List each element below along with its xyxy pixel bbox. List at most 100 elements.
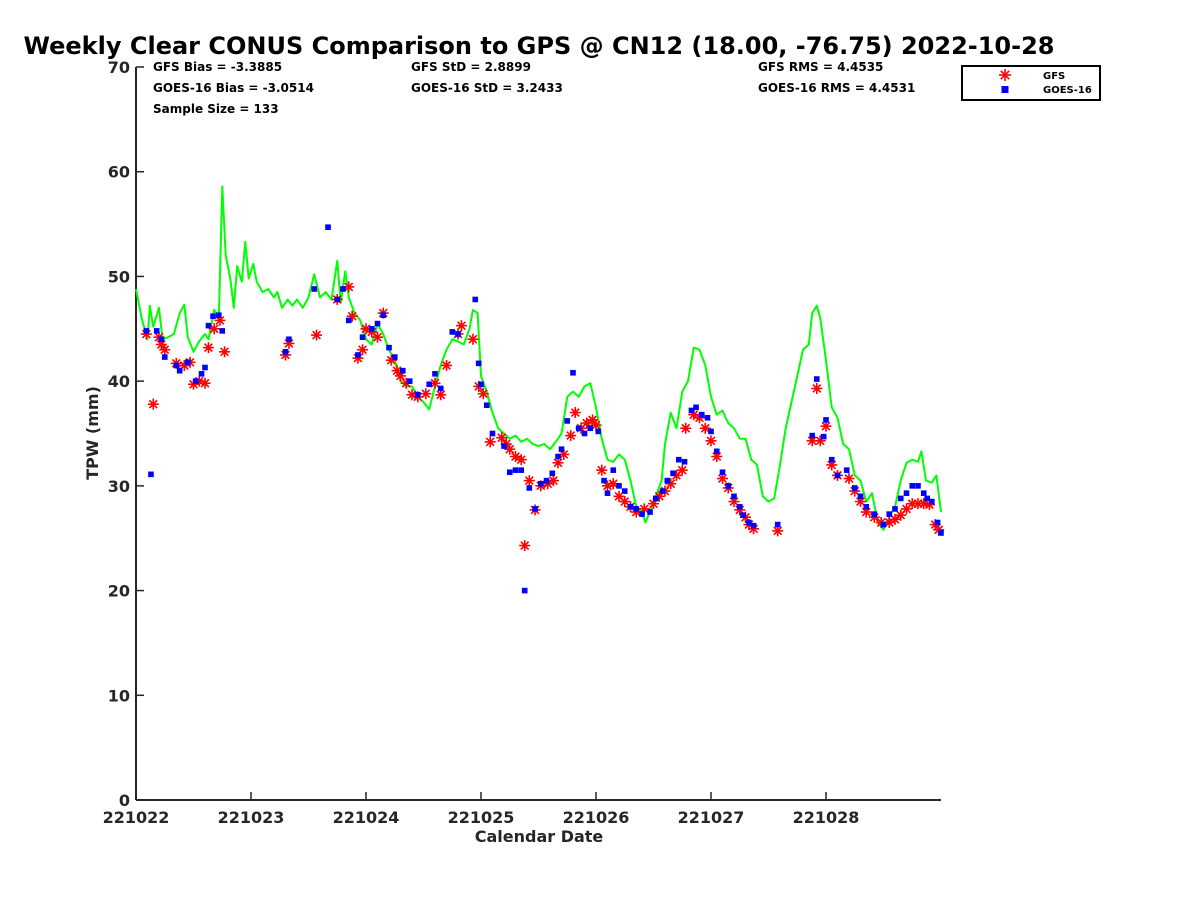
goes-point bbox=[202, 364, 208, 371]
gfs-point bbox=[484, 436, 496, 448]
legend-gfs-label: GFS bbox=[1043, 71, 1065, 82]
goes-point bbox=[455, 331, 461, 337]
x-tick-label: 221028 bbox=[793, 808, 860, 827]
stat-text: Sample Size = 133 bbox=[153, 102, 279, 116]
stat-text: GOES-16 RMS = 4.4531 bbox=[758, 81, 915, 95]
gfs-point bbox=[619, 496, 631, 508]
gfs-point bbox=[515, 454, 527, 466]
gps-line-series bbox=[135, 185, 942, 531]
y-tick-label: 0 bbox=[119, 791, 130, 810]
goes-point bbox=[374, 320, 381, 327]
goes-point bbox=[475, 360, 482, 367]
goes-point bbox=[699, 411, 705, 418]
goes-point bbox=[176, 367, 183, 374]
gfs-point bbox=[199, 377, 211, 389]
goes-point bbox=[924, 495, 930, 502]
gfs-point bbox=[676, 464, 688, 476]
gfs-point bbox=[811, 382, 823, 394]
goes-point bbox=[693, 404, 699, 411]
gfs-point bbox=[565, 430, 577, 442]
legend-goes-label: GOES-16 bbox=[1043, 85, 1092, 96]
gfs-point bbox=[406, 389, 418, 401]
x-tick-label: 221025 bbox=[448, 808, 515, 827]
goes-point bbox=[161, 354, 168, 360]
y-tick-label: 10 bbox=[108, 686, 130, 705]
gfs-point bbox=[467, 333, 479, 345]
goes-point bbox=[406, 378, 413, 384]
goes-point bbox=[532, 506, 538, 512]
goes-point bbox=[633, 506, 640, 512]
goes-point bbox=[934, 519, 941, 526]
goes-point bbox=[345, 317, 352, 324]
gfs-point bbox=[519, 540, 531, 552]
gfs-point bbox=[372, 331, 383, 343]
stat-text: GFS StD = 2.8899 bbox=[411, 60, 531, 74]
goes-point bbox=[938, 530, 944, 536]
goes-point bbox=[809, 432, 815, 439]
goes-point bbox=[659, 488, 666, 494]
x-axis-label: Calendar Date bbox=[475, 827, 604, 846]
gfs-point bbox=[477, 388, 489, 400]
goes-point bbox=[664, 477, 671, 484]
goes-point bbox=[483, 402, 490, 409]
gfs-point bbox=[523, 475, 535, 487]
stat-text: GOES-16 Bias = -3.0514 bbox=[153, 81, 314, 95]
gfs-point bbox=[680, 422, 692, 434]
gfs-point bbox=[504, 443, 516, 455]
gfs-point bbox=[699, 422, 711, 434]
stats-panel: GFS Bias = -3.3885 GFS StD = 2.8899 GFS RM… bbox=[153, 60, 915, 116]
goes-point bbox=[834, 472, 841, 479]
goes-point bbox=[880, 521, 887, 528]
goes-point bbox=[731, 493, 737, 500]
goes-point bbox=[340, 286, 346, 292]
goes-point bbox=[414, 391, 421, 398]
goes-point bbox=[871, 511, 878, 517]
goes-point bbox=[555, 453, 561, 460]
goes-point bbox=[823, 417, 829, 423]
goes-point bbox=[437, 385, 444, 392]
x-tick-label: 221027 bbox=[678, 808, 745, 827]
goes-point bbox=[325, 224, 331, 231]
goes-point bbox=[704, 414, 711, 421]
goes-point bbox=[653, 495, 659, 502]
stat-text: GFS RMS = 4.4535 bbox=[758, 60, 883, 74]
goes-point bbox=[857, 493, 864, 500]
goes-point bbox=[920, 490, 927, 496]
goes-point bbox=[725, 483, 732, 489]
goes-point bbox=[601, 477, 607, 484]
legend-goes-marker bbox=[1001, 86, 1009, 93]
gfs-point bbox=[510, 451, 521, 463]
goes-point bbox=[892, 506, 898, 512]
goes-point bbox=[359, 334, 366, 340]
gfs-point bbox=[202, 342, 214, 354]
goes-point bbox=[143, 328, 150, 334]
gfs-point bbox=[441, 359, 452, 371]
goes-point bbox=[828, 456, 835, 463]
goes-point bbox=[575, 425, 582, 432]
goes-point bbox=[639, 511, 645, 517]
goes-point bbox=[219, 328, 226, 334]
goes-point bbox=[543, 477, 550, 484]
gfs-point bbox=[596, 464, 608, 476]
legend-gfs-marker bbox=[999, 69, 1011, 81]
goes-point bbox=[681, 458, 688, 465]
goes-point bbox=[286, 336, 292, 343]
goes-point bbox=[750, 522, 757, 529]
y-tick-label: 40 bbox=[108, 372, 130, 391]
gfs-point bbox=[455, 320, 467, 332]
stat-text: GFS Bias = -3.3885 bbox=[153, 60, 282, 74]
gfs-point bbox=[219, 346, 231, 358]
gfs-points-series bbox=[140, 281, 945, 552]
axes: 0 10 20 30 40 50 60 70 221022 221023 221024 221025 2… bbox=[103, 58, 941, 827]
goes-point bbox=[153, 328, 160, 334]
goes-point bbox=[478, 381, 484, 388]
goes-point bbox=[621, 488, 628, 494]
goes-point bbox=[863, 504, 870, 510]
goes-point bbox=[897, 495, 904, 502]
gfs-point bbox=[843, 473, 855, 485]
goes-point bbox=[558, 446, 565, 453]
goes-point bbox=[432, 371, 438, 377]
goes-point bbox=[647, 509, 653, 515]
goes-point bbox=[282, 349, 289, 355]
